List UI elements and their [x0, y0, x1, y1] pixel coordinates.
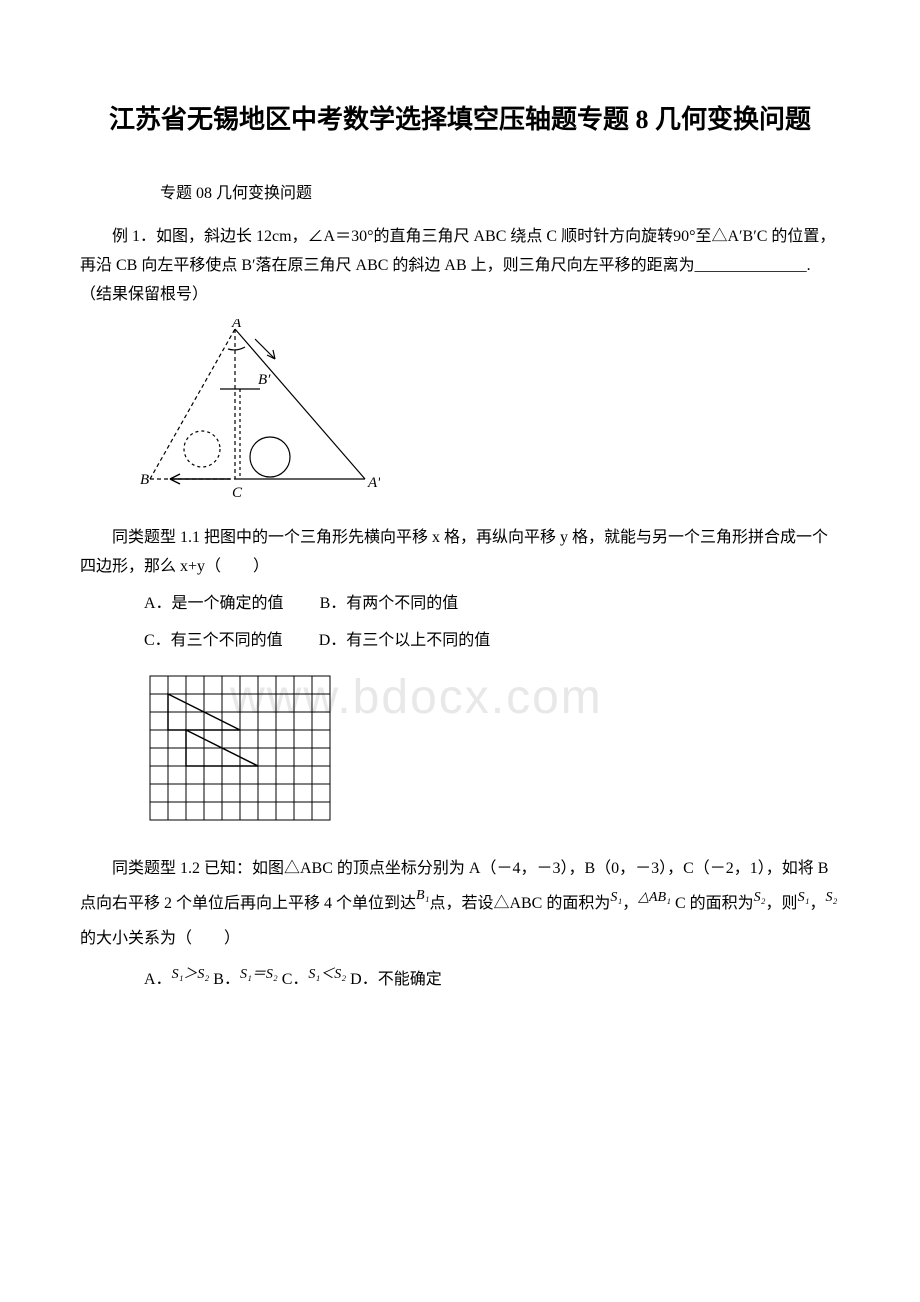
s12-opta-pre: A．: [144, 971, 172, 988]
s12-s1: S₁: [610, 890, 622, 905]
figure-2-container: [140, 666, 840, 831]
s12-optc-pre: C．: [282, 971, 309, 988]
fig1-label-a: A: [231, 319, 242, 331]
s12-s2b: S₂: [825, 890, 837, 905]
fig1-label-b: B: [140, 472, 149, 488]
similar-1-1-text: 同类题型 1.1 把图中的一个三角形先横向平移 x 格，再纵向平移 y 格，就能…: [80, 524, 840, 582]
similar-1-1-options-cd: C．有三个不同的值 D．有三个以上不同的值: [144, 627, 840, 656]
opt-d: D．有三个以上不同的值: [319, 632, 491, 649]
similar-1-2-options: A．S₁＞S₂ B．S₁＝S₂ C．S₁＜S₂ D．不能确定: [144, 966, 840, 995]
s12-p5: ，则: [766, 895, 798, 912]
s12-optc-math: S₁＜S₂: [308, 967, 346, 982]
figure-1-container: A B B′ C A′: [140, 319, 840, 504]
fig1-label-c: C: [232, 485, 243, 499]
s12-p7: 的大小关系为（ ）: [80, 930, 240, 947]
opt-a: A．是一个确定的值: [144, 595, 284, 612]
s12-p6: ，: [809, 895, 825, 912]
s12-s2: S₂: [754, 890, 766, 905]
s12-optb-math: S₁＝S₂: [240, 967, 278, 982]
similar-1-1-options-ab: A．是一个确定的值 B．有两个不同的值: [144, 590, 840, 619]
s12-b1: B₁: [416, 888, 429, 903]
s12-p2: 点，若设△ABC 的面积为: [429, 895, 610, 912]
s12-s1b: S₁: [798, 890, 810, 905]
similar-1-2-text: 同类题型 1.2 已知：如图△ABC 的顶点坐标分别为 A（－4，－3），B（0…: [80, 851, 840, 957]
document-title: 江苏省无锡地区中考数学选择填空压轴题专题 8 几何变换问题: [80, 100, 840, 139]
section-subtitle: 专题 08 几何变换问题: [160, 179, 840, 203]
fig1-label-bp: B′: [258, 372, 271, 388]
s12-ab1: △AB₁: [638, 890, 671, 905]
figure-1-svg: A B B′ C A′: [140, 319, 380, 499]
s12-optd: D．不能确定: [350, 971, 442, 988]
example-1-text: 例 1．如图，斜边长 12cm，∠A＝30°的直角三角尺 ABC 绕点 C 顺时…: [80, 223, 840, 309]
fig1-label-ap: A′: [367, 475, 380, 491]
document-content: 江苏省无锡地区中考数学选择填空压轴题专题 8 几何变换问题 专题 08 几何变换…: [80, 100, 840, 995]
s12-opta-math: S₁＞S₂: [172, 967, 210, 982]
s12-optb-pre: B．: [213, 971, 240, 988]
s12-p4: C 的面积为: [671, 895, 754, 912]
figure-2-svg: [140, 666, 340, 826]
s12-p3: ，: [622, 895, 638, 912]
opt-b: B．有两个不同的值: [320, 595, 459, 612]
opt-c: C．有三个不同的值: [144, 632, 283, 649]
